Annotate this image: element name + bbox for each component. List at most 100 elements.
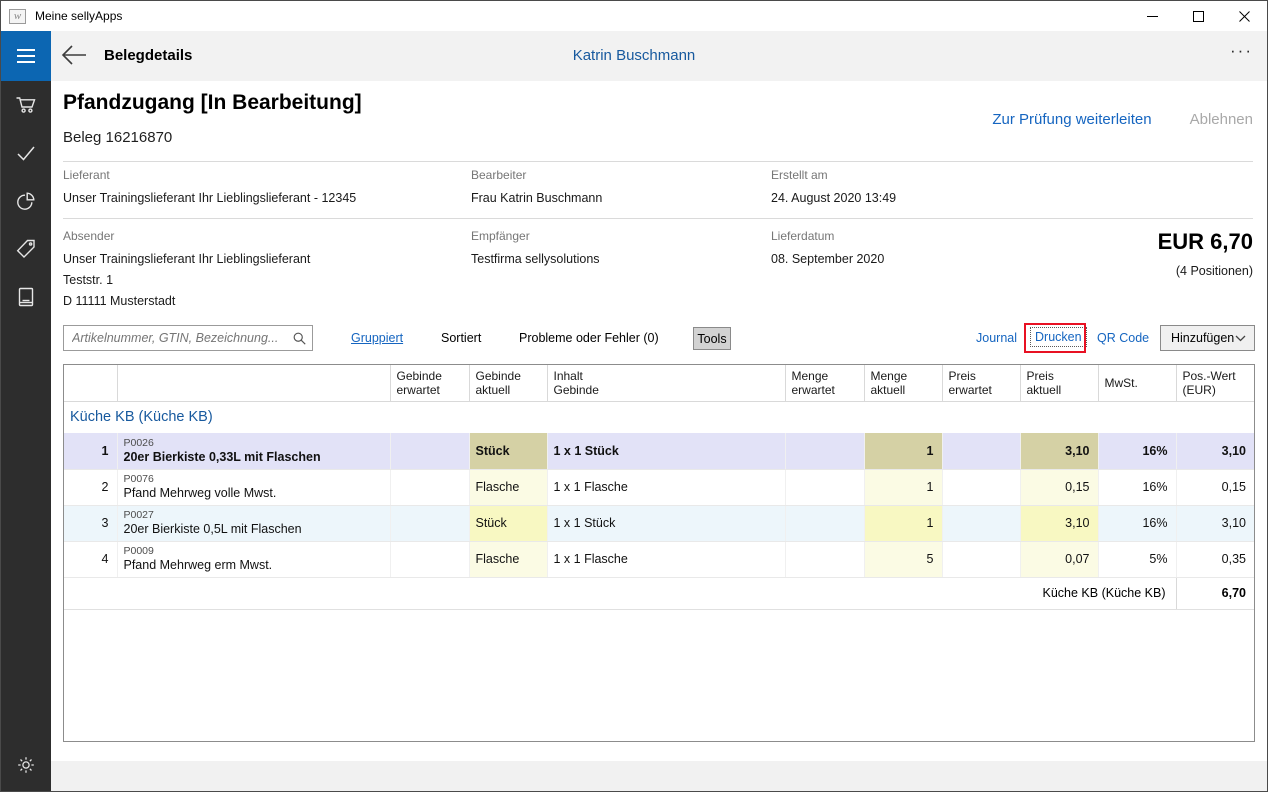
- article-name: 20er Bierkiste 0,5L mit Flaschen: [123, 522, 302, 536]
- pos-wert-cell: 0,35: [1176, 541, 1254, 578]
- gebinde-aktuell-cell[interactable]: Flasche: [469, 469, 548, 506]
- group-footer-label: Küche KB (Küche KB): [64, 577, 1177, 610]
- hinzufuegen-dropdown-button[interactable]: Hinzufügen: [1160, 325, 1255, 351]
- col-preis-aktuell[interactable]: Preis aktuell: [1020, 365, 1099, 402]
- col-inhalt-gebinde[interactable]: Inhalt Gebinde: [547, 365, 786, 402]
- menge-aktuell-cell[interactable]: 1: [864, 469, 943, 506]
- col-article: [117, 365, 391, 402]
- sidebar-item-tag[interactable]: [1, 225, 51, 273]
- positions-table: Gebinde erwartet Gebinde aktuell Inhalt Geb…: [63, 364, 1255, 742]
- group-footer-value: 6,70: [1176, 577, 1254, 610]
- article-cell[interactable]: P0026 20er Bierkiste 0,33L mit Flaschen: [117, 433, 391, 470]
- drucken-link[interactable]: Drucken: [1030, 327, 1087, 347]
- table-row[interactable]: 4 P0009 Pfand Mehrweg erm Mwst. Flasche …: [64, 541, 1254, 578]
- col-gebinde-erwartet[interactable]: Gebinde erwartet: [390, 365, 470, 402]
- qr-code-link[interactable]: QR Code: [1097, 331, 1150, 345]
- sidebar-item-settings[interactable]: [1, 741, 51, 789]
- pos-wert-cell: 3,10: [1176, 433, 1254, 470]
- menge-erwartet-cell: [785, 433, 865, 470]
- search-icon: [293, 332, 306, 345]
- article-name: 20er Bierkiste 0,33L mit Flaschen: [123, 449, 321, 464]
- window-title: Meine sellyApps: [35, 9, 123, 23]
- search-input[interactable]: [64, 331, 286, 345]
- row-number: 1: [64, 433, 118, 470]
- article-cell[interactable]: P0009 Pfand Mehrweg erm Mwst.: [117, 541, 391, 578]
- app-header-bar: Belegdetails Katrin Buschmann ···: [1, 31, 1267, 81]
- preis-aktuell-cell[interactable]: 3,10: [1020, 505, 1099, 542]
- gebinde-aktuell-cell[interactable]: Stück: [469, 505, 548, 542]
- preis-aktuell-cell[interactable]: 0,07: [1020, 541, 1099, 578]
- article-code: P0027: [123, 509, 154, 521]
- window-controls: [1129, 1, 1267, 31]
- col-gebinde-aktuell[interactable]: Gebinde aktuell: [469, 365, 548, 402]
- check-icon: [17, 146, 35, 161]
- document-title: Pfandzugang [In Bearbeitung]: [63, 91, 362, 114]
- user-name-link[interactable]: Katrin Buschmann: [572, 47, 696, 64]
- forward-for-review-button[interactable]: Zur Prüfung weiterleiten: [992, 111, 1152, 128]
- hamburger-menu-button[interactable]: [1, 31, 51, 81]
- group-header-label: Küche KB (Küche KB): [70, 409, 213, 426]
- gebinde-aktuell-cell[interactable]: Stück: [469, 433, 548, 470]
- search-button[interactable]: [286, 326, 312, 350]
- minimize-button[interactable]: [1129, 1, 1175, 31]
- document-total: EUR 6,70 (4 Positionen): [1158, 229, 1253, 278]
- menge-erwartet-cell: [785, 541, 865, 578]
- sidebar-item-cart[interactable]: [1, 81, 51, 129]
- inhalt-gebinde-cell: 1 x 1 Flasche: [547, 469, 786, 506]
- total-positions: (4 Positionen): [1175, 264, 1253, 278]
- article-code: P0076: [123, 473, 154, 485]
- document-number: Beleg 16216870: [63, 129, 173, 146]
- article-cell[interactable]: P0076 Pfand Mehrweg volle Mwst.: [117, 469, 391, 506]
- table-header: Gebinde erwartet Gebinde aktuell Inhalt Geb…: [64, 365, 1254, 402]
- col-mwst[interactable]: MwSt.: [1098, 365, 1177, 402]
- col-menge-erwartet[interactable]: Menge erwartet: [785, 365, 865, 402]
- row-number: 4: [64, 541, 118, 578]
- field-empfaenger: Empfänger Testfirma sellysolutions: [471, 229, 600, 266]
- gebinde-erwartet-cell: [390, 505, 470, 542]
- group-header-row: Küche KB (Küche KB): [64, 401, 1254, 433]
- probleme-oder-fehler-toggle[interactable]: Probleme oder Fehler (0): [519, 331, 659, 345]
- col-menge-aktuell[interactable]: Menge aktuell: [864, 365, 943, 402]
- col-rownum: [64, 365, 118, 402]
- more-button[interactable]: ···: [1230, 41, 1253, 60]
- menge-aktuell-cell[interactable]: 1: [864, 433, 943, 470]
- sidebar-item-book[interactable]: [1, 273, 51, 321]
- sidebar-item-check[interactable]: [1, 129, 51, 177]
- pie-chart-icon: [17, 192, 35, 210]
- field-lieferdatum: Lieferdatum 08. September 2020: [771, 229, 885, 266]
- mwst-cell: 16%: [1098, 433, 1177, 470]
- cart-icon: [16, 97, 36, 113]
- close-button[interactable]: [1221, 1, 1267, 31]
- minimize-icon: [1146, 15, 1158, 17]
- article-code: P0009: [123, 545, 154, 557]
- gebinde-erwartet-cell: [390, 541, 470, 578]
- sortiert-toggle[interactable]: Sortiert: [441, 331, 482, 345]
- maximize-button[interactable]: [1175, 1, 1221, 31]
- gruppiert-toggle[interactable]: Gruppiert: [351, 331, 404, 345]
- gebinde-erwartet-cell: [390, 469, 470, 506]
- col-pos-wert[interactable]: Pos.-Wert (EUR): [1176, 365, 1254, 402]
- back-button[interactable]: [61, 44, 87, 68]
- menge-aktuell-cell[interactable]: 1: [864, 505, 943, 542]
- row-number: 3: [64, 505, 118, 542]
- sidebar-item-pie-chart[interactable]: [1, 177, 51, 225]
- tools-button[interactable]: Tools: [693, 327, 731, 350]
- preis-aktuell-cell[interactable]: 3,10: [1020, 433, 1099, 470]
- pos-wert-cell: 3,10: [1176, 505, 1254, 542]
- mwst-cell: 5%: [1098, 541, 1177, 578]
- gebinde-aktuell-cell[interactable]: Flasche: [469, 541, 548, 578]
- field-absender: Absender Unser Trainingslieferant Ihr Li…: [63, 229, 311, 308]
- titlebar: w Meine sellyApps: [1, 1, 1267, 31]
- preis-aktuell-cell[interactable]: 0,15: [1020, 469, 1099, 506]
- field-lieferant: Lieferant Unser Trainingslieferant Ihr L…: [63, 168, 357, 205]
- table-row[interactable]: 2 P0076 Pfand Mehrweg volle Mwst. Flasch…: [64, 469, 1254, 506]
- reject-button[interactable]: Ablehnen: [1189, 111, 1253, 128]
- table-row[interactable]: 3 P0027 20er Bierkiste 0,5L mit Flaschen…: [64, 505, 1254, 542]
- journal-link[interactable]: Journal: [976, 331, 1017, 345]
- field-bearbeiter: Bearbeiter Frau Katrin Buschmann: [471, 168, 603, 205]
- col-preis-erwartet[interactable]: Preis erwartet: [942, 365, 1021, 402]
- main-content: Pfandzugang [In Bearbeitung] Beleg 16216…: [51, 81, 1267, 791]
- table-row[interactable]: 1 P0026 20er Bierkiste 0,33L mit Flasche…: [64, 433, 1254, 470]
- article-cell[interactable]: P0027 20er Bierkiste 0,5L mit Flaschen: [117, 505, 391, 542]
- menge-aktuell-cell[interactable]: 5: [864, 541, 943, 578]
